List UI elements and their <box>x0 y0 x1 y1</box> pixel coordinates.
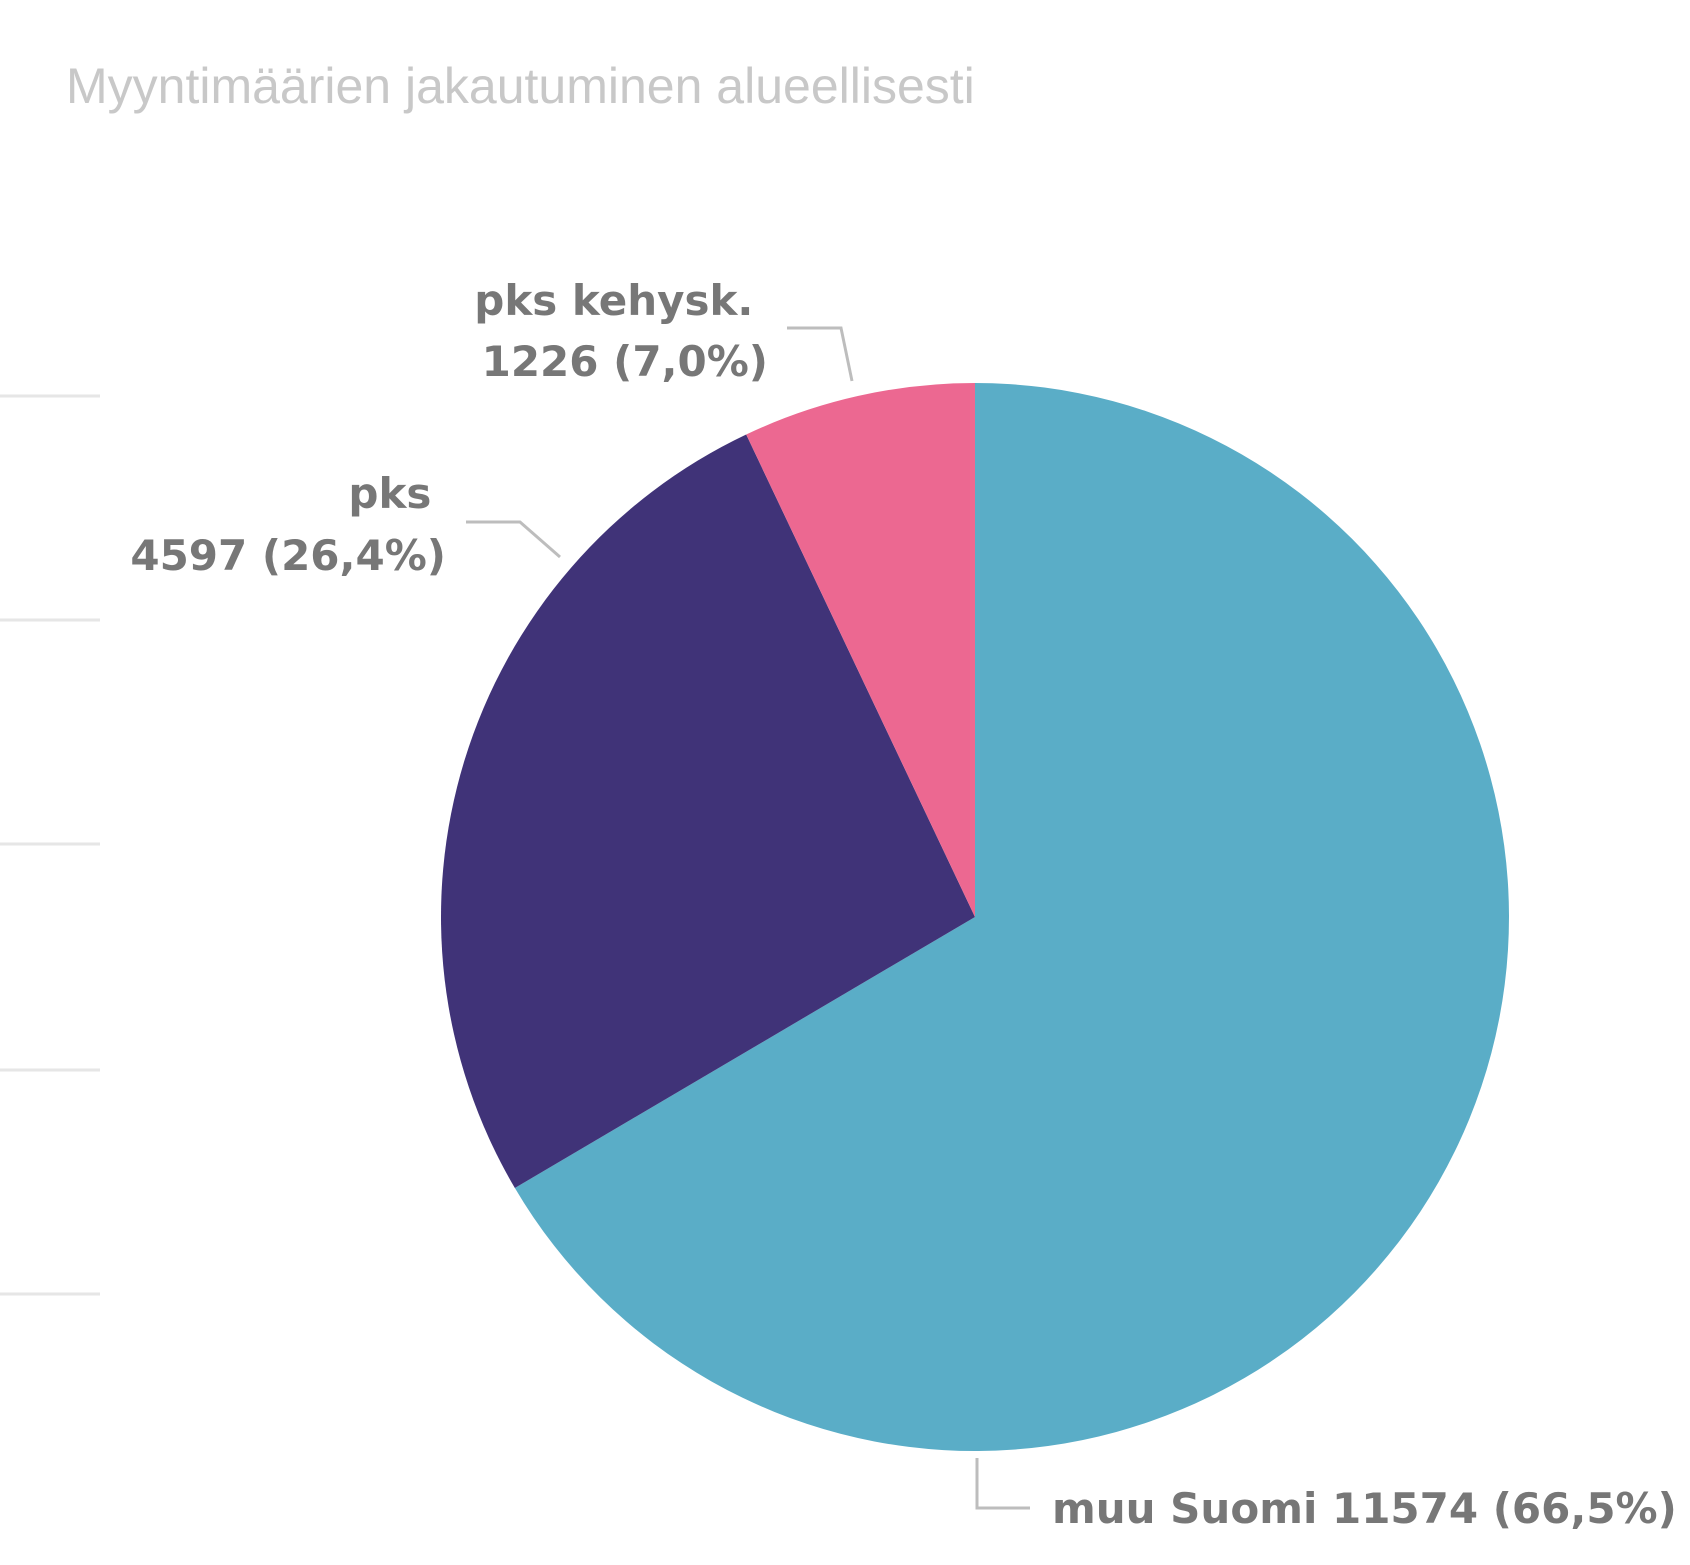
data-label-pks: pks 4597 (26,4%) <box>130 469 446 580</box>
data-label-percent: (66,5%) <box>1493 1484 1677 1533</box>
data-label-muu-suomi: muu Suomi 11574 (66,5%) <box>1052 1484 1677 1533</box>
data-label-value-line: 4597 (26,4%) <box>130 531 446 580</box>
data-label-value: 1226 <box>482 337 599 386</box>
data-label-name: pks <box>348 469 431 518</box>
data-label-percent: (7,0%) <box>613 337 768 386</box>
pie-slice-pks[interactable] <box>440 434 975 1189</box>
pie-slice-muu-suomi[interactable] <box>514 383 1509 1452</box>
background-gridlines <box>0 394 100 1296</box>
data-label-value: 4597 <box>130 531 247 580</box>
chart-title: Myyntimäärien jakautuminen alueellisesti <box>66 58 975 114</box>
data-label-name: pks kehysk. <box>474 276 753 325</box>
data-label-value-line: 1226 (7,0%) <box>482 337 768 386</box>
leader-line-pks <box>466 520 561 559</box>
leader-line-pks-kehysk <box>787 326 854 382</box>
data-label-name: muu Suomi <box>1052 1484 1317 1533</box>
data-label-value: 11574 <box>1332 1484 1478 1533</box>
leader-line-muu-suomi <box>975 1458 1030 1510</box>
data-label-pks-kehysk: pks kehysk. 1226 (7,0%) <box>474 276 768 386</box>
pie-slices <box>440 383 1509 1452</box>
pie-slice-pks-kehysk[interactable] <box>746 383 975 917</box>
data-label-percent: (26,4%) <box>262 531 446 580</box>
